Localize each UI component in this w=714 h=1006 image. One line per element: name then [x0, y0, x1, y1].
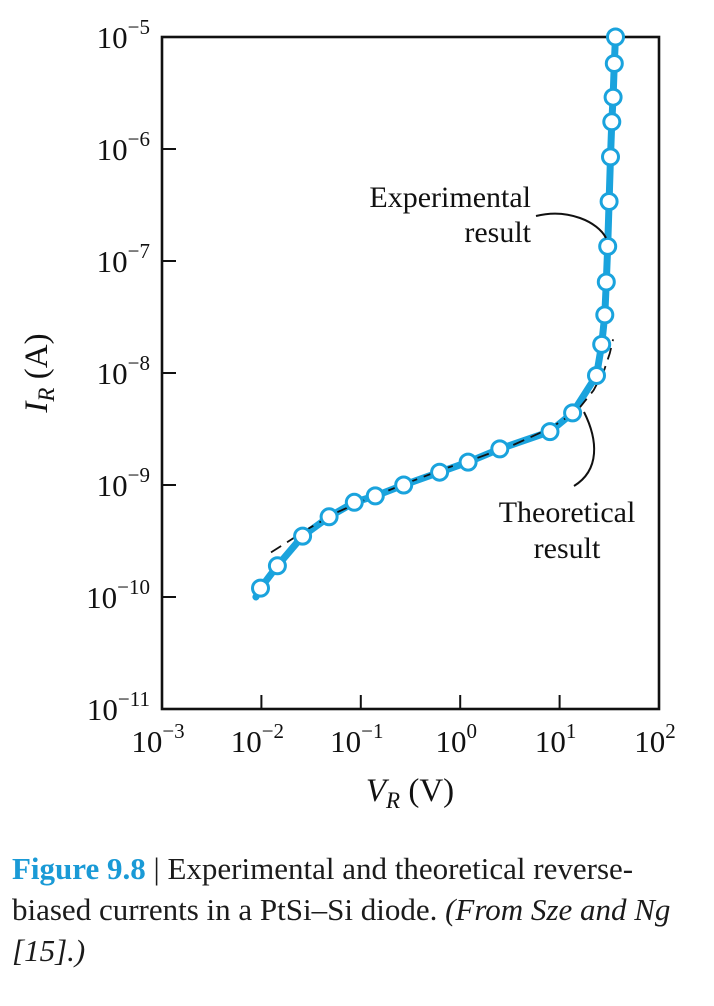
experimental-result-label: Experimental	[369, 181, 531, 214]
x-tick-label: 10−3	[131, 719, 184, 759]
y-tick-label: 10−7	[97, 239, 150, 279]
plot-frame	[160, 35, 661, 711]
theoretical-result-label: Theoretical	[499, 496, 636, 529]
x-tick-label: 101	[535, 719, 577, 759]
experimental-data-point	[458, 452, 478, 472]
caption-source: (From Sze and Ng [15].)	[12, 892, 671, 968]
experimental-data-point	[603, 87, 623, 107]
theoretical-result-label: result	[534, 532, 601, 565]
figure-number: Figure 9.8	[12, 851, 146, 886]
y-tick-label: 10−10	[86, 575, 150, 615]
experimental-data-point	[606, 27, 625, 47]
y-tick-label: 10−11	[87, 687, 150, 727]
y-axis-ticks: 10−11 10−10 10−9 10−8 10−7 10−6 10−5	[86, 15, 176, 727]
experimental-data-point	[267, 556, 287, 576]
y-tick-label: 10−5	[97, 15, 150, 55]
experimental-data-point	[587, 366, 606, 385]
x-tick-label: 10−1	[330, 719, 383, 759]
series-layer	[251, 27, 625, 601]
experimental-data-point	[293, 526, 313, 546]
x-axis-ticks: 10−3 10−2 10−1 100 101 102	[131, 695, 676, 759]
experimental-data-point	[430, 462, 450, 482]
experimental-data-point	[344, 492, 364, 512]
experimental-result-label: result	[464, 216, 531, 249]
theoretical-leader-line	[573, 411, 596, 487]
figure-caption: Figure 9.8 | Experimental and theoretica…	[12, 848, 702, 971]
experimental-leader-line	[535, 212, 607, 239]
experimental-data-point	[604, 54, 624, 73]
experimental-data-point	[602, 112, 622, 132]
experimental-data-point	[563, 403, 583, 423]
x-axis-label: VR (V)	[366, 773, 454, 813]
y-tick-label: 10−9	[97, 463, 150, 503]
y-tick-label: 10−6	[97, 127, 150, 167]
experimental-data-point	[394, 475, 414, 495]
experimental-data-point	[596, 272, 616, 292]
experimental-data-point	[490, 439, 510, 459]
experimental-data-point	[540, 422, 560, 442]
x-tick-label: 10−2	[231, 719, 284, 759]
y-axis-label: IR (A)	[19, 333, 59, 413]
caption-separator: |	[145, 851, 168, 886]
experimental-data-point	[598, 236, 618, 256]
experimental-data-point	[595, 305, 615, 325]
caption-text: Experimental and theoretical reverse-bia…	[12, 851, 634, 927]
y-tick-label: 10−8	[97, 351, 150, 391]
experimental-data-point	[365, 486, 385, 506]
x-tick-label: 102	[634, 719, 676, 759]
x-tick-label: 100	[435, 719, 477, 759]
experimental-data-point	[599, 192, 619, 211]
experimental-data-point	[601, 147, 620, 167]
experimental-data-point	[251, 578, 270, 598]
experimental-data-point	[319, 507, 339, 527]
experimental-data-point	[592, 334, 612, 354]
